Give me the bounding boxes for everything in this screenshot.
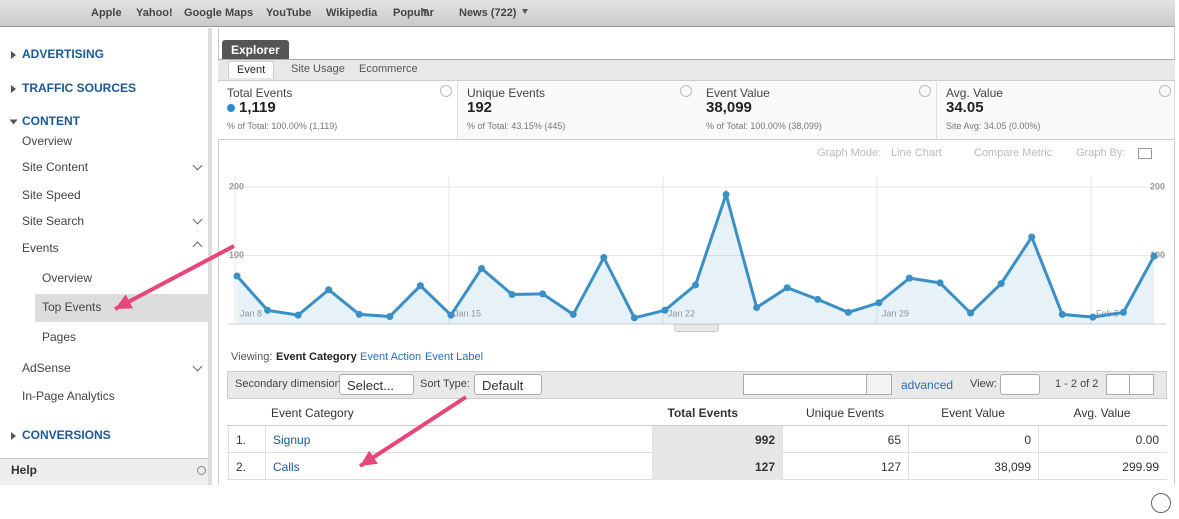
nav-section[interactable]: CONVERSIONS	[22, 428, 111, 442]
search-input[interactable]	[743, 374, 867, 395]
toolbar-label: Secondary dimension:	[235, 378, 344, 390]
close-button[interactable]	[1151, 493, 1171, 513]
metric-dot	[227, 104, 235, 112]
table-cell: 299.99	[1038, 453, 1166, 480]
nav-subitem[interactable]: Overview	[42, 271, 93, 285]
dropdown-arrow	[422, 9, 428, 14]
bookmark[interactable]: Apple	[91, 7, 122, 19]
metric-label: Unique Events	[467, 86, 546, 100]
subtab[interactable]: Ecommerce	[359, 63, 418, 75]
nav-subitem[interactable]: Pages	[42, 330, 77, 344]
table-cell: 992	[652, 426, 782, 453]
nav-help[interactable]: Help	[11, 463, 38, 477]
bookmark[interactable]: YouTube	[266, 7, 312, 19]
nav-section[interactable]: ADVERTISING	[22, 47, 105, 61]
viewing-option[interactable]: Event Action	[360, 351, 422, 363]
metric-note: % of Total: 43.15% (445)	[467, 121, 566, 131]
select[interactable]: Default	[474, 374, 542, 395]
bookmarks-bar	[0, 0, 1175, 27]
metric-note: % of Total: 100.00% (38,099)	[706, 121, 822, 131]
subtab[interactable]: Event	[228, 61, 275, 78]
view-select[interactable]	[1000, 374, 1040, 395]
toolbar-label: View:	[970, 378, 997, 390]
metric-box	[697, 82, 937, 140]
table-header[interactable]: Total Events	[667, 406, 738, 420]
nav-item[interactable]: Overview	[22, 134, 73, 148]
subtab-bar	[218, 59, 1175, 81]
nav-item[interactable]: AdSense	[22, 361, 71, 375]
table-cell: 127	[782, 453, 908, 480]
next-button[interactable]	[1129, 374, 1154, 395]
caret	[9, 119, 18, 125]
metric-value: 1,119	[239, 99, 276, 116]
graph-option[interactable]: Compare Metric	[974, 147, 1053, 159]
prev-button[interactable]	[1106, 374, 1130, 395]
table-cell: 0.00	[1038, 426, 1166, 453]
metric-label: Total Events	[227, 86, 293, 100]
metric-note: Site Avg: 34.05 (0.00%)	[946, 121, 1041, 131]
table-cell[interactable]: Calls	[265, 453, 652, 480]
caret	[11, 432, 16, 440]
table-cell: 0	[908, 426, 1038, 453]
subtab[interactable]: Site Usage	[291, 63, 345, 75]
metric-box	[218, 82, 458, 140]
table-cell: 2.	[228, 453, 265, 480]
nav-section[interactable]: TRAFFIC SOURCES	[22, 81, 136, 95]
caret	[11, 51, 16, 59]
metric-value: 34.05	[946, 99, 984, 116]
table-cell: 38,099	[908, 453, 1038, 480]
collapse-icon	[197, 466, 206, 475]
help-icon	[680, 85, 692, 97]
nav-subitem[interactable]: Top Events	[42, 300, 102, 314]
table-cell[interactable]: Signup	[265, 426, 652, 453]
nav-item[interactable]: Site Search	[22, 214, 85, 228]
pagination: 1 - 2 of 2	[1055, 378, 1099, 390]
graph-option[interactable]: Line Chart	[891, 147, 942, 159]
metric-label: Event Value	[706, 86, 770, 100]
advanced-link[interactable]: advanced	[901, 378, 954, 392]
graph-option[interactable]: Graph By:	[1076, 147, 1126, 159]
nav-item[interactable]: Site Speed	[22, 188, 81, 202]
explorer-tab[interactable]: Explorer	[222, 40, 289, 60]
table-cell: 1.	[228, 426, 265, 453]
metric-box	[937, 82, 1175, 140]
bookmark[interactable]: News (722)	[459, 7, 517, 19]
metric-value: 192	[467, 99, 493, 116]
bookmark[interactable]: Wikipedia	[326, 7, 378, 19]
metric-box	[458, 82, 698, 140]
dropdown-arrow	[522, 9, 528, 14]
metric-note: % of Total: 100.00% (1,119)	[227, 121, 338, 131]
graph-by-icon	[1138, 148, 1152, 159]
caret	[11, 85, 16, 93]
bookmark[interactable]: Google Maps	[184, 7, 254, 19]
viewing-label: Viewing:	[231, 351, 273, 363]
help-icon	[1159, 85, 1171, 97]
search-button[interactable]	[866, 374, 892, 395]
table-cell: 127	[652, 453, 782, 480]
nav-item[interactable]: In-Page Analytics	[22, 389, 115, 403]
help-icon	[440, 85, 452, 97]
nav-item[interactable]: Events	[22, 241, 59, 255]
viewing-option[interactable]: Event Label	[425, 351, 484, 363]
metric-label: Avg. Value	[946, 86, 1003, 100]
help-icon	[919, 85, 931, 97]
sidebar	[0, 28, 212, 485]
table-header[interactable]: Avg. Value	[1073, 406, 1131, 420]
toolbar-label: Sort Type:	[420, 378, 470, 390]
collapse-handle	[674, 324, 719, 332]
bookmark[interactable]: Yahoo!	[136, 7, 173, 19]
nav-section[interactable]: CONTENT	[22, 114, 80, 128]
metric-value: 38,099	[706, 99, 752, 116]
graph-option: Graph Mode:	[817, 147, 882, 159]
viewing-option[interactable]: Event Category	[276, 351, 357, 363]
table-cell: 65	[782, 426, 908, 453]
table-header[interactable]: Unique Events	[805, 406, 885, 420]
nav-item[interactable]: Site Content	[22, 160, 89, 174]
table-header[interactable]: Event Value	[941, 406, 1005, 420]
select[interactable]: Select...	[339, 374, 414, 395]
help-bar	[0, 458, 208, 485]
table-header[interactable]: Event Category	[271, 406, 354, 420]
